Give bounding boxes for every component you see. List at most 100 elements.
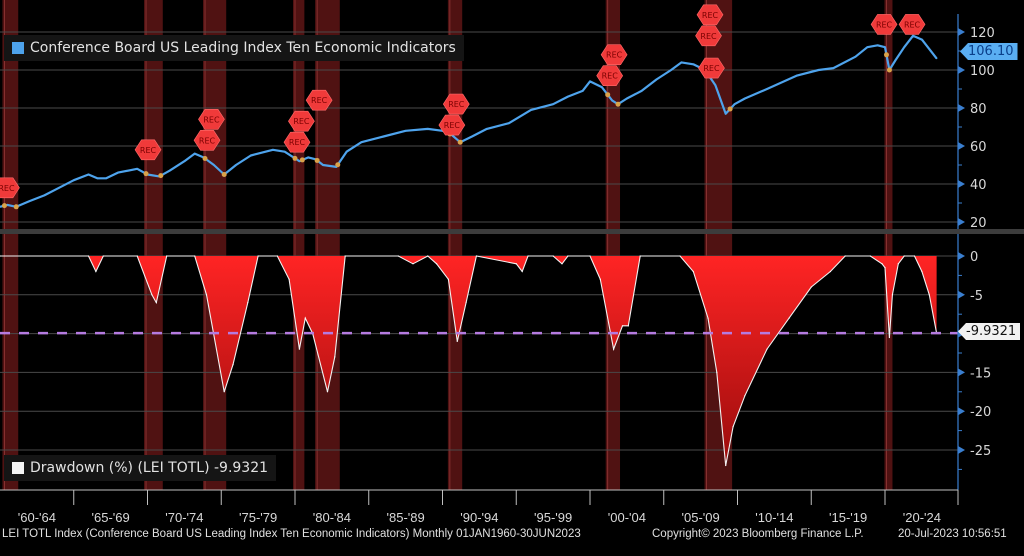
drawdown-point <box>151 294 153 296</box>
drawdown-point <box>903 255 905 257</box>
lei-line <box>0 34 938 208</box>
x-tick-label: '70-'74 <box>165 510 203 525</box>
lei-point <box>766 88 768 90</box>
lei-point <box>935 57 938 60</box>
lei-point <box>272 149 274 151</box>
rec-marker-label: REC <box>703 64 720 73</box>
rec-marker-label: REC <box>444 121 461 130</box>
rec-marker <box>696 4 724 26</box>
rec-marker-label: REC <box>0 184 15 193</box>
drawdown-point <box>844 255 846 257</box>
lei-point <box>249 154 252 157</box>
drawdown-point <box>679 255 681 257</box>
lei-point <box>854 55 857 58</box>
recession-point <box>883 52 889 58</box>
drawdown-point <box>639 255 641 257</box>
lei-point <box>589 80 591 83</box>
lei-point <box>530 109 532 111</box>
x-tick-label: '85-'89 <box>387 510 425 525</box>
drawdown-point <box>869 255 871 257</box>
y-tick-label: 0 <box>970 250 978 265</box>
rec-marker-label: REC <box>199 136 216 145</box>
footer-timestamp: 20-Jul-2023 10:56:51 <box>898 528 1007 540</box>
drawdown-point <box>436 263 438 265</box>
drawdown-point <box>205 294 208 296</box>
lei-point <box>581 90 584 92</box>
lei-point <box>655 78 658 81</box>
x-tick-label: '75-'79 <box>239 510 277 525</box>
lei-point <box>283 150 286 153</box>
drawdown-point <box>527 255 529 257</box>
lei-point <box>832 67 835 69</box>
lei-point <box>322 164 324 166</box>
drawdown-point <box>552 255 554 257</box>
lei-point <box>6 204 9 206</box>
recession-band <box>884 0 893 490</box>
drawdown-point <box>627 325 629 327</box>
lei-point <box>235 164 237 166</box>
drawdown-legend: Drawdown (%) (LEI TOTL) -9.9321 <box>4 455 277 481</box>
rec-marker-label: REC <box>606 51 623 60</box>
x-tick-label: '90-'94 <box>460 510 498 525</box>
drawdown-series <box>0 255 958 467</box>
rec-marker-label: REC <box>203 115 220 124</box>
lei-point <box>884 46 886 48</box>
drawdown-point <box>102 255 104 257</box>
lei-point <box>87 173 90 176</box>
x-tick-label: '20-'24 <box>903 510 941 525</box>
drawdown-point <box>223 391 225 393</box>
axes: 20 40 60 80 100 120 0 -5 -15 -20 -25 '60-'64 '65-'69… <box>0 14 1024 525</box>
lei-point <box>876 44 879 47</box>
drawdown-point <box>567 255 569 257</box>
lei-point <box>307 156 310 159</box>
lei-point <box>96 177 99 180</box>
recession-point <box>292 155 298 161</box>
drawdown-point <box>891 294 893 296</box>
rec-marker-label: REC <box>700 32 717 41</box>
rec-marker-label: REC <box>293 117 310 126</box>
lei-point <box>567 95 569 98</box>
drawdown-point <box>810 286 812 288</box>
rec-marker <box>305 89 333 111</box>
rec-marker-label: REC <box>602 72 619 81</box>
rec-marker <box>198 109 225 130</box>
recession-point <box>886 67 892 73</box>
drawdown-point <box>344 255 346 257</box>
lei-point <box>866 46 869 48</box>
lei-point <box>508 122 510 124</box>
lei-point <box>680 61 683 64</box>
drawdown-point <box>232 364 234 366</box>
drawdown-point <box>707 317 709 319</box>
x-tick-label: '10-'14 <box>755 510 793 525</box>
x-tick-label: '95-'99 <box>534 510 572 525</box>
lei-point <box>183 160 186 162</box>
lei-point <box>903 46 905 48</box>
recession-point <box>1 203 7 209</box>
lei-point <box>552 103 554 105</box>
drawdown-point <box>298 348 301 350</box>
drawdown-point <box>888 336 891 339</box>
lei-point <box>0 206 1 208</box>
lei-point <box>298 160 301 162</box>
lei-point <box>795 74 798 77</box>
lei-point <box>58 187 60 189</box>
drawdown-legend-label: Drawdown (%) (LEI TOTL) -9.9321 <box>30 460 269 476</box>
footer-copyright: Copyright© 2023 Bloomberg Finance L.P. <box>652 528 864 540</box>
legend-swatch-white <box>12 462 24 474</box>
recession-point <box>335 162 341 168</box>
drawdown-point <box>589 255 591 257</box>
y-tick-label: 100 <box>970 64 995 79</box>
lei-legend: Conference Board US Leading Index Ten Ec… <box>4 35 464 61</box>
lei-point <box>485 128 488 130</box>
y-tick-label: 40 <box>970 178 987 193</box>
lei-point <box>382 135 385 138</box>
recession-band <box>315 0 340 490</box>
drawdown-point <box>725 464 727 467</box>
x-tick-label: '60-'64 <box>18 510 56 525</box>
recession-point <box>457 139 463 145</box>
lei-point <box>626 97 628 100</box>
drawdown-point <box>155 301 157 304</box>
drawdown-point <box>475 255 478 257</box>
drawdown-point <box>247 301 249 304</box>
